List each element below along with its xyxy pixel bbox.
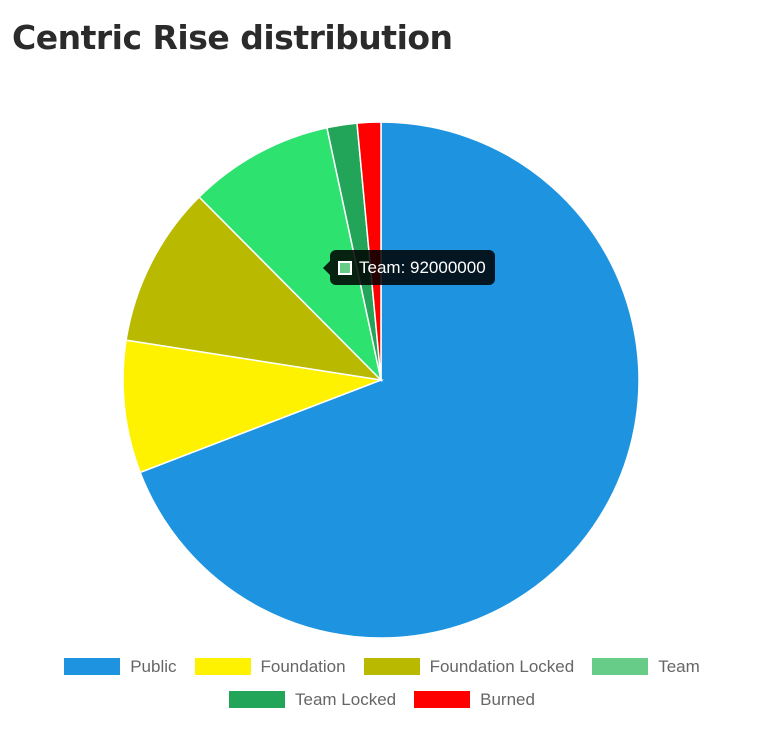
legend-item-team-locked[interactable]: Team Locked xyxy=(229,690,396,710)
legend-swatch-team xyxy=(592,658,649,675)
legend-label-foundation-locked: Foundation Locked xyxy=(429,656,575,676)
legend-swatch-public xyxy=(64,658,121,675)
chart-tooltip: Team: 92000000 xyxy=(323,250,495,285)
legend-swatch-team-locked xyxy=(229,691,286,708)
legend-item-team[interactable]: Team xyxy=(592,657,700,677)
legend-label-foundation: Foundation xyxy=(260,656,346,676)
legend-item-foundation-locked[interactable]: Foundation Locked xyxy=(363,656,575,677)
pie-chart xyxy=(122,121,640,639)
legend-item-burned[interactable]: Burned xyxy=(414,690,535,710)
tooltip-label: Team: 92000000 xyxy=(359,257,486,277)
legend-label-burned: Burned xyxy=(480,689,535,709)
legend-swatch-foundation-locked xyxy=(363,658,420,675)
legend-swatch-foundation xyxy=(194,658,251,675)
pie-slice-foundation-locked[interactable] xyxy=(125,195,384,382)
legend-label-public: Public xyxy=(130,656,177,676)
pie-slice-team[interactable] xyxy=(198,126,383,383)
chart-legend: Public Foundation Foundation Locked Team… xyxy=(0,650,764,716)
legend-item-foundation[interactable]: Foundation xyxy=(194,656,346,677)
legend-label-team-locked: Team Locked xyxy=(295,689,397,709)
legend-item-public[interactable]: Public xyxy=(64,656,177,677)
chart-title: Centric Rise distribution xyxy=(12,18,453,57)
legend-row-2: Team Locked Burned xyxy=(0,683,764,716)
legend-row-1: Public Foundation Foundation Locked Team xyxy=(0,650,764,683)
legend-swatch-burned xyxy=(414,691,471,708)
tooltip-swatch xyxy=(338,260,352,275)
pie-slice-public[interactable] xyxy=(139,121,640,639)
legend-label-team: Team xyxy=(658,656,700,676)
pie-slice-foundation[interactable] xyxy=(122,339,384,474)
